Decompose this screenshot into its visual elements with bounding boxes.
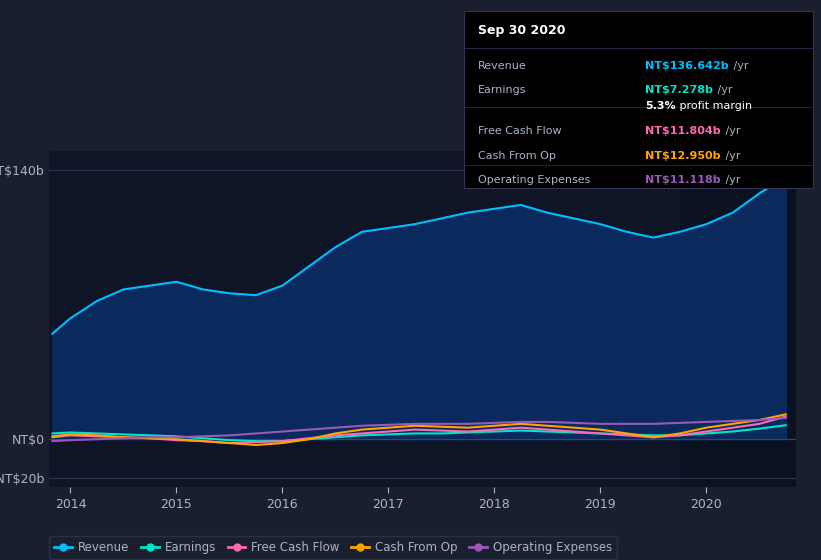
Text: Free Cash Flow: Free Cash Flow [478,126,562,136]
Text: /yr: /yr [730,60,748,71]
Text: NT$12.950b: NT$12.950b [645,151,721,161]
Text: Revenue: Revenue [478,60,526,71]
Text: Cash From Op: Cash From Op [478,151,556,161]
Bar [680,151,796,487]
Text: Earnings: Earnings [478,85,526,95]
Text: /yr: /yr [722,175,741,185]
Text: NT$136.642b: NT$136.642b [645,60,729,71]
Text: Operating Expenses: Operating Expenses [478,175,590,185]
Text: /yr: /yr [714,85,733,95]
Text: /yr: /yr [722,151,741,161]
Text: NT$11.118b: NT$11.118b [645,175,721,185]
Text: /yr: /yr [722,126,741,136]
Text: 5.3%: 5.3% [645,101,676,111]
Legend: Revenue, Earnings, Free Cash Flow, Cash From Op, Operating Expenses: Revenue, Earnings, Free Cash Flow, Cash … [49,536,617,558]
Text: NT$11.804b: NT$11.804b [645,126,721,136]
Text: Sep 30 2020: Sep 30 2020 [478,24,566,36]
Text: profit margin: profit margin [676,101,752,111]
Text: NT$7.278b: NT$7.278b [645,85,713,95]
